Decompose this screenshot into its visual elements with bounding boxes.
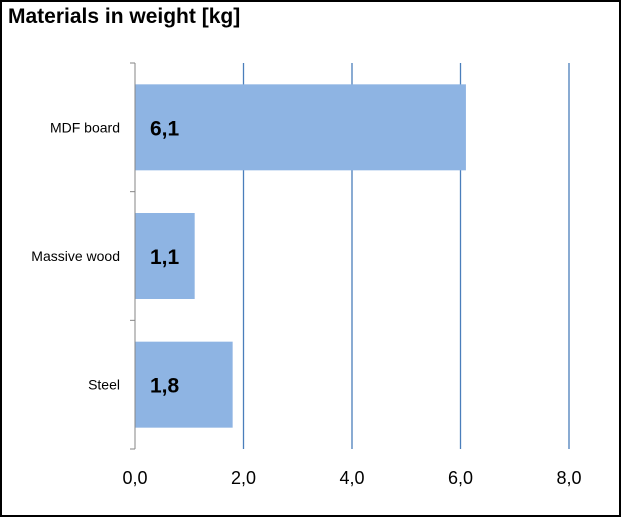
category-label-1: Massive wood	[31, 248, 120, 264]
x-tick-label-4: 8,0	[556, 468, 581, 488]
x-tick-label-3: 6,0	[448, 468, 473, 488]
bar-0	[135, 84, 466, 171]
data-label-2: 1,8	[150, 375, 180, 398]
data-label-1: 1,1	[150, 246, 180, 269]
category-label-2: Steel	[88, 377, 120, 393]
x-tick-label-1: 2,0	[231, 468, 256, 488]
category-label-0: MDF board	[50, 119, 120, 135]
bar-1	[135, 213, 195, 299]
x-tick-label-0: 0,0	[122, 468, 147, 488]
bar-2	[135, 341, 233, 428]
x-tick-label-2: 4,0	[339, 468, 364, 488]
chart-title: Materials in weight [kg]	[8, 5, 241, 28]
data-label-0: 6,1	[150, 117, 180, 140]
